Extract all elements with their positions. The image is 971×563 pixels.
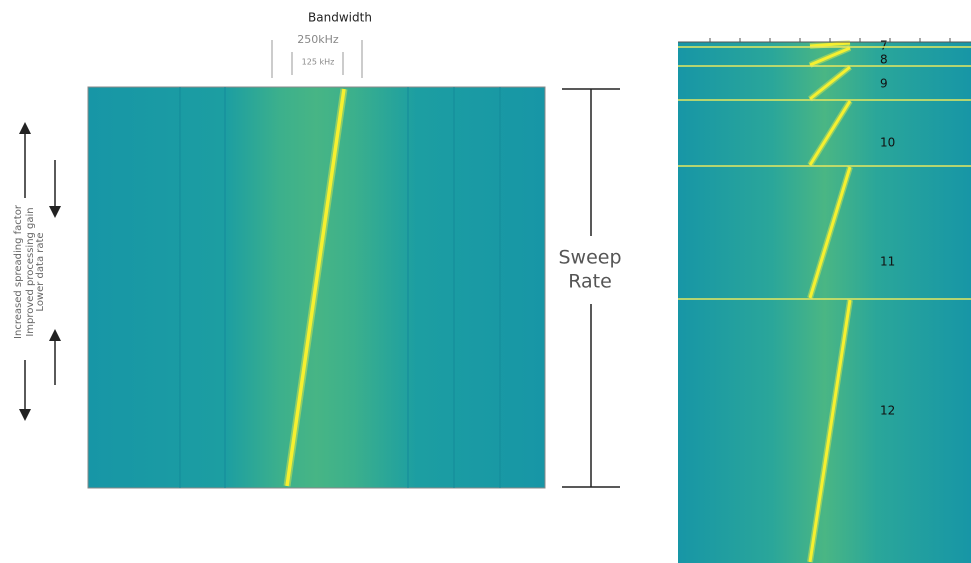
- sf-label: 8: [880, 53, 888, 67]
- sf-label: 10: [880, 136, 895, 150]
- sf-label: 7: [880, 39, 888, 53]
- side-label: Lower data rate: [35, 232, 46, 311]
- bandwidth-outer: 250kHz: [297, 33, 339, 46]
- sf-ticks: [710, 38, 950, 42]
- sweep-label: Sweep: [558, 247, 621, 269]
- sf-label: 11: [880, 255, 895, 269]
- sweep-label: Rate: [568, 271, 612, 293]
- bandwidth-title: Bandwidth: [308, 11, 372, 25]
- sf-label: 9: [880, 77, 888, 91]
- side-label: Increased spreading factor: [13, 204, 24, 339]
- diagram: Bandwidth 250kHz 125 kHz Increased sprea…: [0, 0, 971, 563]
- sf-label: 12: [880, 404, 895, 418]
- bandwidth-inner: 125 kHz: [302, 58, 335, 67]
